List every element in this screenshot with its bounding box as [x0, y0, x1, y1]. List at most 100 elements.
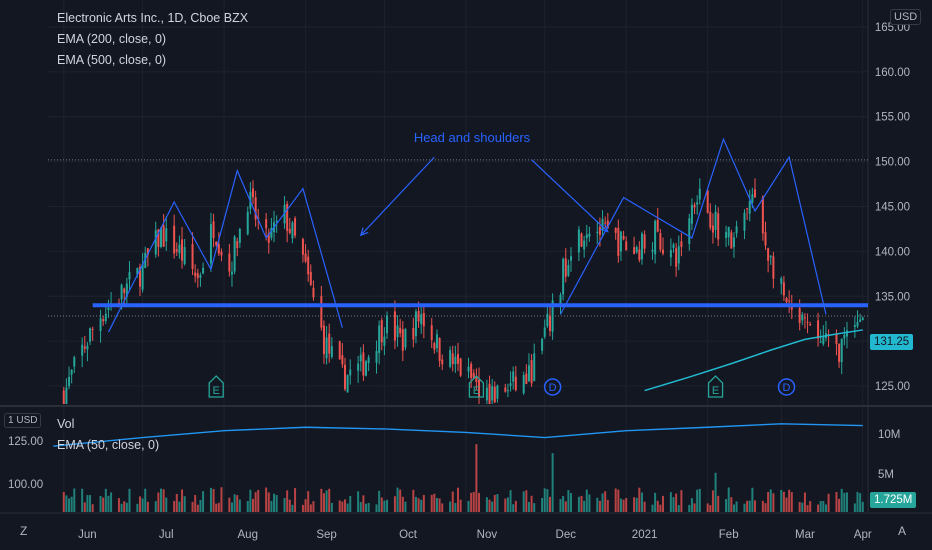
volume-bar: [693, 503, 696, 512]
volume-bar: [433, 493, 436, 512]
volume-bar: [470, 492, 473, 512]
candle-body: [252, 188, 254, 198]
head-shoulders-pattern[interactable]: [92, 137, 868, 333]
currency-button[interactable]: USD: [890, 9, 922, 25]
volume-bar: [654, 492, 657, 512]
legend-vol[interactable]: Vol: [57, 417, 75, 431]
pattern-annotation[interactable]: Head and shoulders: [414, 130, 531, 145]
volume-bar: [785, 497, 788, 512]
candle-body: [138, 266, 141, 287]
volume-bar: [488, 499, 491, 512]
legend-ema200[interactable]: EMA (200, close, 0): [57, 32, 167, 46]
candle-body: [265, 219, 268, 229]
candle-body: [633, 247, 636, 254]
candle-body: [470, 363, 473, 378]
earnings-marker: [468, 375, 485, 398]
corner-left-button[interactable]: Z: [20, 524, 28, 538]
volume-bar: [414, 496, 417, 512]
candle-body: [120, 284, 123, 300]
candle-body: [585, 234, 588, 239]
volume-bar: [107, 495, 110, 512]
volume-bar: [322, 493, 325, 512]
candle-body: [433, 343, 436, 350]
volume-bar: [725, 499, 728, 512]
candle-body: [86, 345, 89, 350]
time-tick-label: Apr: [854, 529, 872, 541]
volume-bar: [459, 499, 462, 512]
candle-body: [725, 232, 728, 238]
candle-body: [746, 208, 749, 210]
volume-bar: [246, 500, 249, 512]
candle-body: [362, 352, 365, 376]
candle-body: [838, 343, 841, 362]
price-tick-label: 145.00: [875, 202, 910, 214]
volume-bar: [209, 487, 212, 512]
dividend-marker-label: D: [549, 382, 557, 394]
candle-body: [785, 297, 788, 303]
candle-body: [533, 353, 536, 382]
volume-bar: [454, 503, 457, 512]
volume-bar: [769, 489, 772, 512]
volume-bar: [478, 492, 481, 512]
volume-bar: [493, 494, 496, 512]
volume-bar: [89, 495, 92, 512]
candle-body: [435, 334, 438, 349]
pattern-right-shoulders: [559, 137, 827, 315]
legend-ema500[interactable]: EMA (500, close, 0): [57, 53, 167, 67]
volume-bar: [706, 503, 709, 512]
volume-bar: [570, 493, 573, 512]
candle-body: [512, 371, 515, 382]
volume-bar: [711, 490, 714, 512]
candle-body: [230, 271, 233, 275]
volume-bar: [420, 499, 423, 512]
auto-scale-button[interactable]: A: [898, 524, 907, 538]
candle-body: [714, 211, 717, 230]
volume-bar: [827, 493, 830, 512]
candle-body: [835, 333, 838, 345]
volume-bar: [727, 487, 730, 512]
volume-bar: [294, 488, 297, 512]
volume-bar: [191, 501, 194, 512]
volume-bar: [598, 500, 601, 512]
volume-bar: [643, 501, 646, 512]
volume-bar: [141, 498, 144, 512]
volume-currency-button[interactable]: 1 USD: [4, 413, 42, 428]
candle-body: [606, 220, 609, 229]
candle-body: [853, 325, 856, 328]
axes: 125.00130.00135.00140.00145.00150.00155.…: [8, 22, 910, 541]
volume-bar: [619, 498, 622, 512]
candle-body: [485, 387, 488, 401]
candle-body: [199, 275, 202, 278]
volume-currency-label: USD: [16, 415, 38, 426]
candle-body: [467, 366, 470, 372]
candle-body: [506, 390, 509, 392]
candle-body: [123, 288, 126, 293]
time-tick-label: Aug: [238, 529, 258, 541]
volume-bar: [730, 497, 733, 512]
candle-body: [659, 233, 662, 250]
volume-bar: [104, 488, 107, 512]
candle-body: [125, 283, 128, 297]
chart-title[interactable]: Electronic Arts Inc., 1D, Cboe BZX: [57, 11, 249, 25]
volume-bar: [215, 503, 218, 512]
candle-body: [454, 356, 457, 365]
candle-body: [325, 337, 328, 359]
legend-ema50[interactable]: EMA (50, close, 0): [57, 438, 160, 452]
candle-body: [99, 318, 102, 332]
candle-body: [128, 272, 131, 280]
candle-body: [504, 387, 507, 392]
pointer-arrow-head: [359, 227, 369, 237]
candle-body: [509, 383, 512, 386]
volume-left-tick-label: 125.00: [8, 436, 43, 448]
volume-bar: [567, 490, 570, 512]
volume-bar: [252, 498, 254, 512]
volume-bar: [312, 501, 315, 512]
volume-bar: [343, 499, 346, 512]
earnings-marker: [208, 375, 224, 398]
time-tick-label: Nov: [477, 529, 498, 541]
time-tick-label: Jul: [159, 529, 174, 541]
ema-200-line: [644, 329, 863, 392]
volume-bar: [640, 492, 643, 512]
